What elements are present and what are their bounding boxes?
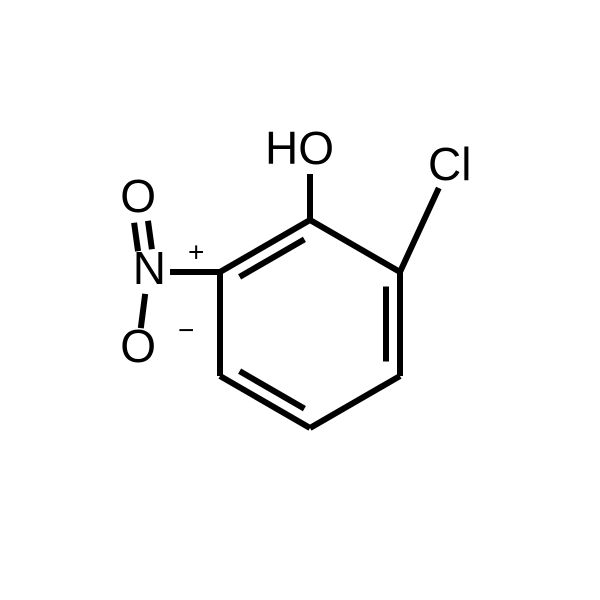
bond xyxy=(310,376,400,428)
atom-label-o2: O xyxy=(120,320,156,372)
bond xyxy=(310,220,400,272)
charge-n: + xyxy=(188,236,204,267)
molecule-diagram: HOClN+OO− xyxy=(0,0,600,600)
atom-label-o1: O xyxy=(120,170,156,222)
atom-label-oh: HO xyxy=(265,122,334,174)
bond xyxy=(400,188,439,272)
charge-o2: − xyxy=(178,314,194,345)
atom-label-cl: Cl xyxy=(428,138,471,190)
atom-label-n: N xyxy=(133,242,166,294)
